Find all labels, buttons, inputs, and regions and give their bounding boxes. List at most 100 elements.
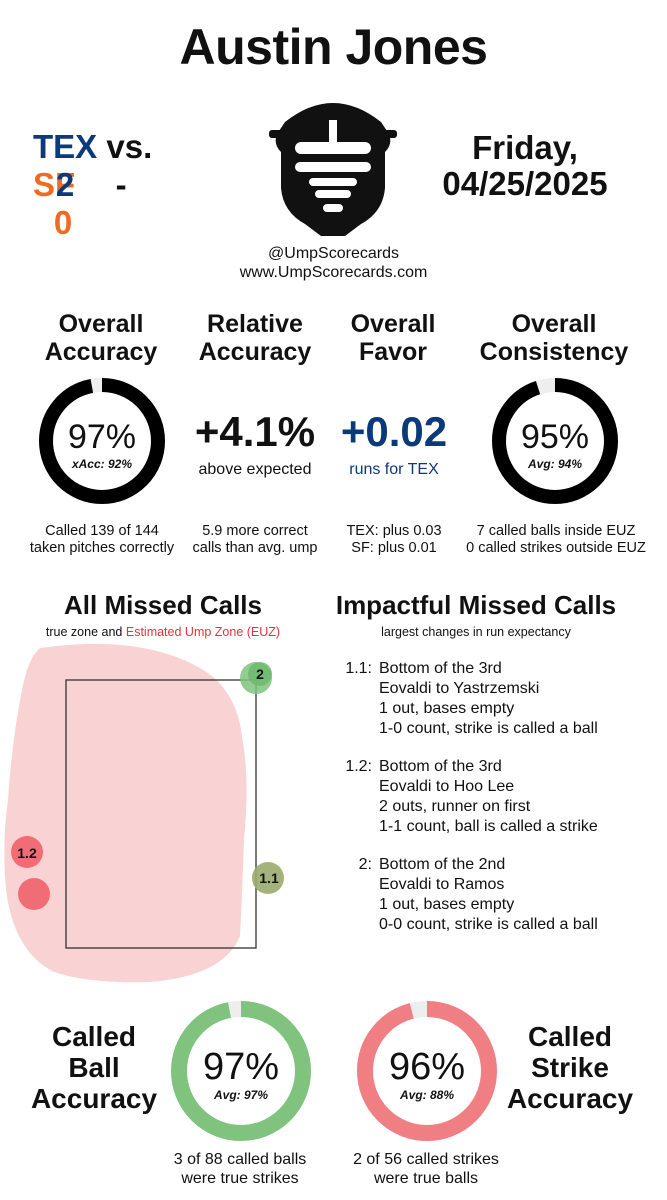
header-line: Overall xyxy=(58,310,144,338)
header-line: Called xyxy=(51,1021,137,1052)
note-line: 3 of 88 called balls xyxy=(173,1151,307,1168)
pitch-marker: 1.1 xyxy=(252,862,284,894)
header-line: Overall xyxy=(350,310,436,338)
caption-true-zone: true zone and xyxy=(45,625,123,639)
pitch-marker: 2 xyxy=(240,662,272,694)
branding: @UmpScorecards www.UmpScorecards.com xyxy=(0,244,667,282)
detail-line: 1-1 count, ball is called a strike xyxy=(379,818,598,835)
header-line: Overall xyxy=(511,310,597,338)
home-team: SF xyxy=(33,166,76,203)
overall-accuracy-ring xyxy=(39,378,165,504)
pitch-marker: 1.2 xyxy=(11,836,43,868)
impactful-call-number: 1.1: xyxy=(345,660,372,677)
game-date: Friday, 04/25/2025 xyxy=(410,130,640,202)
overall-accuracy-value: 97% xyxy=(67,418,137,456)
header-line: Relative xyxy=(207,310,303,338)
overall-accuracy-note: Called 139 of 144 taken pitches correctl… xyxy=(14,523,190,557)
called-strike-accuracy-value: 96% xyxy=(388,1046,466,1088)
ring-arc xyxy=(492,378,618,504)
impactful-call-details: Bottom of the 3rd Eovaldi to Yastrzemski… xyxy=(379,659,598,739)
header-line: Ball xyxy=(68,1052,120,1083)
called-ball-accuracy-avg: Avg: 97% xyxy=(213,1088,269,1102)
score: 2 - 0 xyxy=(33,166,203,242)
ring-arc xyxy=(171,1001,311,1141)
overall-favor-note: TEX: plus 0.03 SF: plus 0.01 xyxy=(326,523,462,557)
all-missed-calls-title: All Missed Calls xyxy=(64,590,262,620)
relative-accuracy-sub: above expected xyxy=(198,461,312,478)
umpire-mask-icon xyxy=(269,103,397,236)
true-strike-zone xyxy=(65,679,257,949)
detail-line: Eovaldi to Hoo Lee xyxy=(379,778,515,795)
away-score: 2 xyxy=(55,166,75,203)
note-line: taken pitches correctly xyxy=(29,540,175,556)
date-weekday: Friday, xyxy=(472,129,578,166)
header-line: Accuracy xyxy=(30,1083,158,1114)
header-line: Strike xyxy=(531,1052,609,1083)
called-strike-accuracy-header: Called Strike Accuracy xyxy=(500,1021,640,1114)
detail-line: 1 out, bases empty xyxy=(379,896,515,913)
detail-line: 0-0 count, strike is called a ball xyxy=(379,916,598,933)
called-ball-note: 3 of 88 called balls were true strikes xyxy=(140,1150,340,1188)
ring-arc xyxy=(39,378,165,504)
impactful-call-details: Bottom of the 2nd Eovaldi to Ramos 1 out… xyxy=(379,855,598,935)
note-line: 7 called balls inside EUZ xyxy=(476,523,636,539)
overall-accuracy-header: Overall Accuracy xyxy=(18,310,184,366)
called-ball-accuracy-header: Called Ball Accuracy xyxy=(22,1021,166,1114)
impactful-call-item: 2: Bottom of the 2nd Eovaldi to Ramos 1 … xyxy=(324,855,654,935)
detail-line: Bottom of the 3rd xyxy=(379,758,502,775)
twitter-handle: @UmpScorecards xyxy=(268,245,399,262)
detail-line: Bottom of the 2nd xyxy=(379,856,506,873)
detail-line: Eovaldi to Ramos xyxy=(379,876,505,893)
note-line: were true strikes xyxy=(181,1170,299,1187)
pitch-label: 1.2 xyxy=(17,845,37,861)
impactful-call-item: 1.2: Bottom of the 3rd Eovaldi to Hoo Le… xyxy=(324,757,654,837)
header-line: Accuracy xyxy=(44,338,158,366)
overall-favor-sub: runs for TEX xyxy=(349,461,439,478)
header-line: Accuracy xyxy=(198,338,312,366)
relative-accuracy-header: Relative Accuracy xyxy=(180,310,330,366)
impactful-call-item: 1.1: Bottom of the 3rd Eovaldi to Yastrz… xyxy=(324,659,654,739)
header-line: Called xyxy=(527,1021,613,1052)
overall-consistency-ring xyxy=(492,378,618,504)
overall-consistency-header: Overall Consistency xyxy=(466,310,642,366)
note-line: were true balls xyxy=(373,1170,479,1187)
detail-line: Eovaldi to Yastrzemski xyxy=(379,680,540,697)
relative-accuracy-value: +4.1% xyxy=(194,408,316,455)
vs-label: vs. xyxy=(106,128,153,165)
overall-consistency-value: 95% xyxy=(520,418,590,456)
matchup: TEX vs. SF xyxy=(33,128,203,204)
missed-calls-plot: 2 1.1 1.2 xyxy=(4,643,284,983)
away-team: TEX xyxy=(33,128,98,165)
pitch-label: 2 xyxy=(256,666,264,682)
pitch-label: 1.1 xyxy=(259,870,279,886)
overall-favor-header: Overall Favor xyxy=(325,310,461,366)
called-strike-accuracy-avg: Avg: 88% xyxy=(399,1088,455,1102)
note-line: calls than avg. ump xyxy=(192,540,318,556)
called-ball-accuracy-value: 97% xyxy=(202,1046,280,1088)
overall-accuracy-xacc: xAcc: 92% xyxy=(71,457,133,471)
header-line: Favor xyxy=(358,338,428,366)
called-strike-accuracy-ring xyxy=(357,1001,497,1141)
relative-accuracy-note: 5.9 more correct calls than avg. ump xyxy=(180,523,330,557)
note-line: 5.9 more correct xyxy=(202,523,308,539)
called-ball-accuracy-ring xyxy=(171,1001,311,1141)
home-score: 0 xyxy=(53,204,73,241)
note-line: SF: plus 0.01 xyxy=(351,540,437,556)
impactful-call-details: Bottom of the 3rd Eovaldi to Hoo Lee 2 o… xyxy=(379,757,598,837)
umpire-name: Austin Jones xyxy=(179,19,488,75)
header-line: Accuracy xyxy=(506,1083,634,1114)
impactful-call-number: 1.2: xyxy=(345,758,372,775)
ring-arc xyxy=(357,1001,497,1141)
overall-favor-value: +0.02 xyxy=(340,408,448,455)
impactful-missed-calls-title: Impactful Missed Calls xyxy=(335,590,617,620)
called-strike-note: 2 of 56 called strikes were true balls xyxy=(326,1150,526,1188)
impactful-missed-calls-caption: largest changes in run expectancy xyxy=(381,625,571,639)
all-missed-calls-caption: true zone and Estimated Ump Zone (EUZ) xyxy=(10,625,316,639)
note-line: 2 of 56 called strikes xyxy=(353,1151,499,1168)
detail-line: 1-0 count, strike is called a ball xyxy=(379,720,598,737)
impactful-call-number: 2: xyxy=(358,856,372,873)
caption-euz: Estimated Ump Zone (EUZ) xyxy=(125,625,281,639)
overall-consistency-avg: Avg: 94% xyxy=(527,457,583,471)
estimated-ump-zone xyxy=(4,643,247,983)
detail-line: Bottom of the 3rd xyxy=(379,660,502,677)
